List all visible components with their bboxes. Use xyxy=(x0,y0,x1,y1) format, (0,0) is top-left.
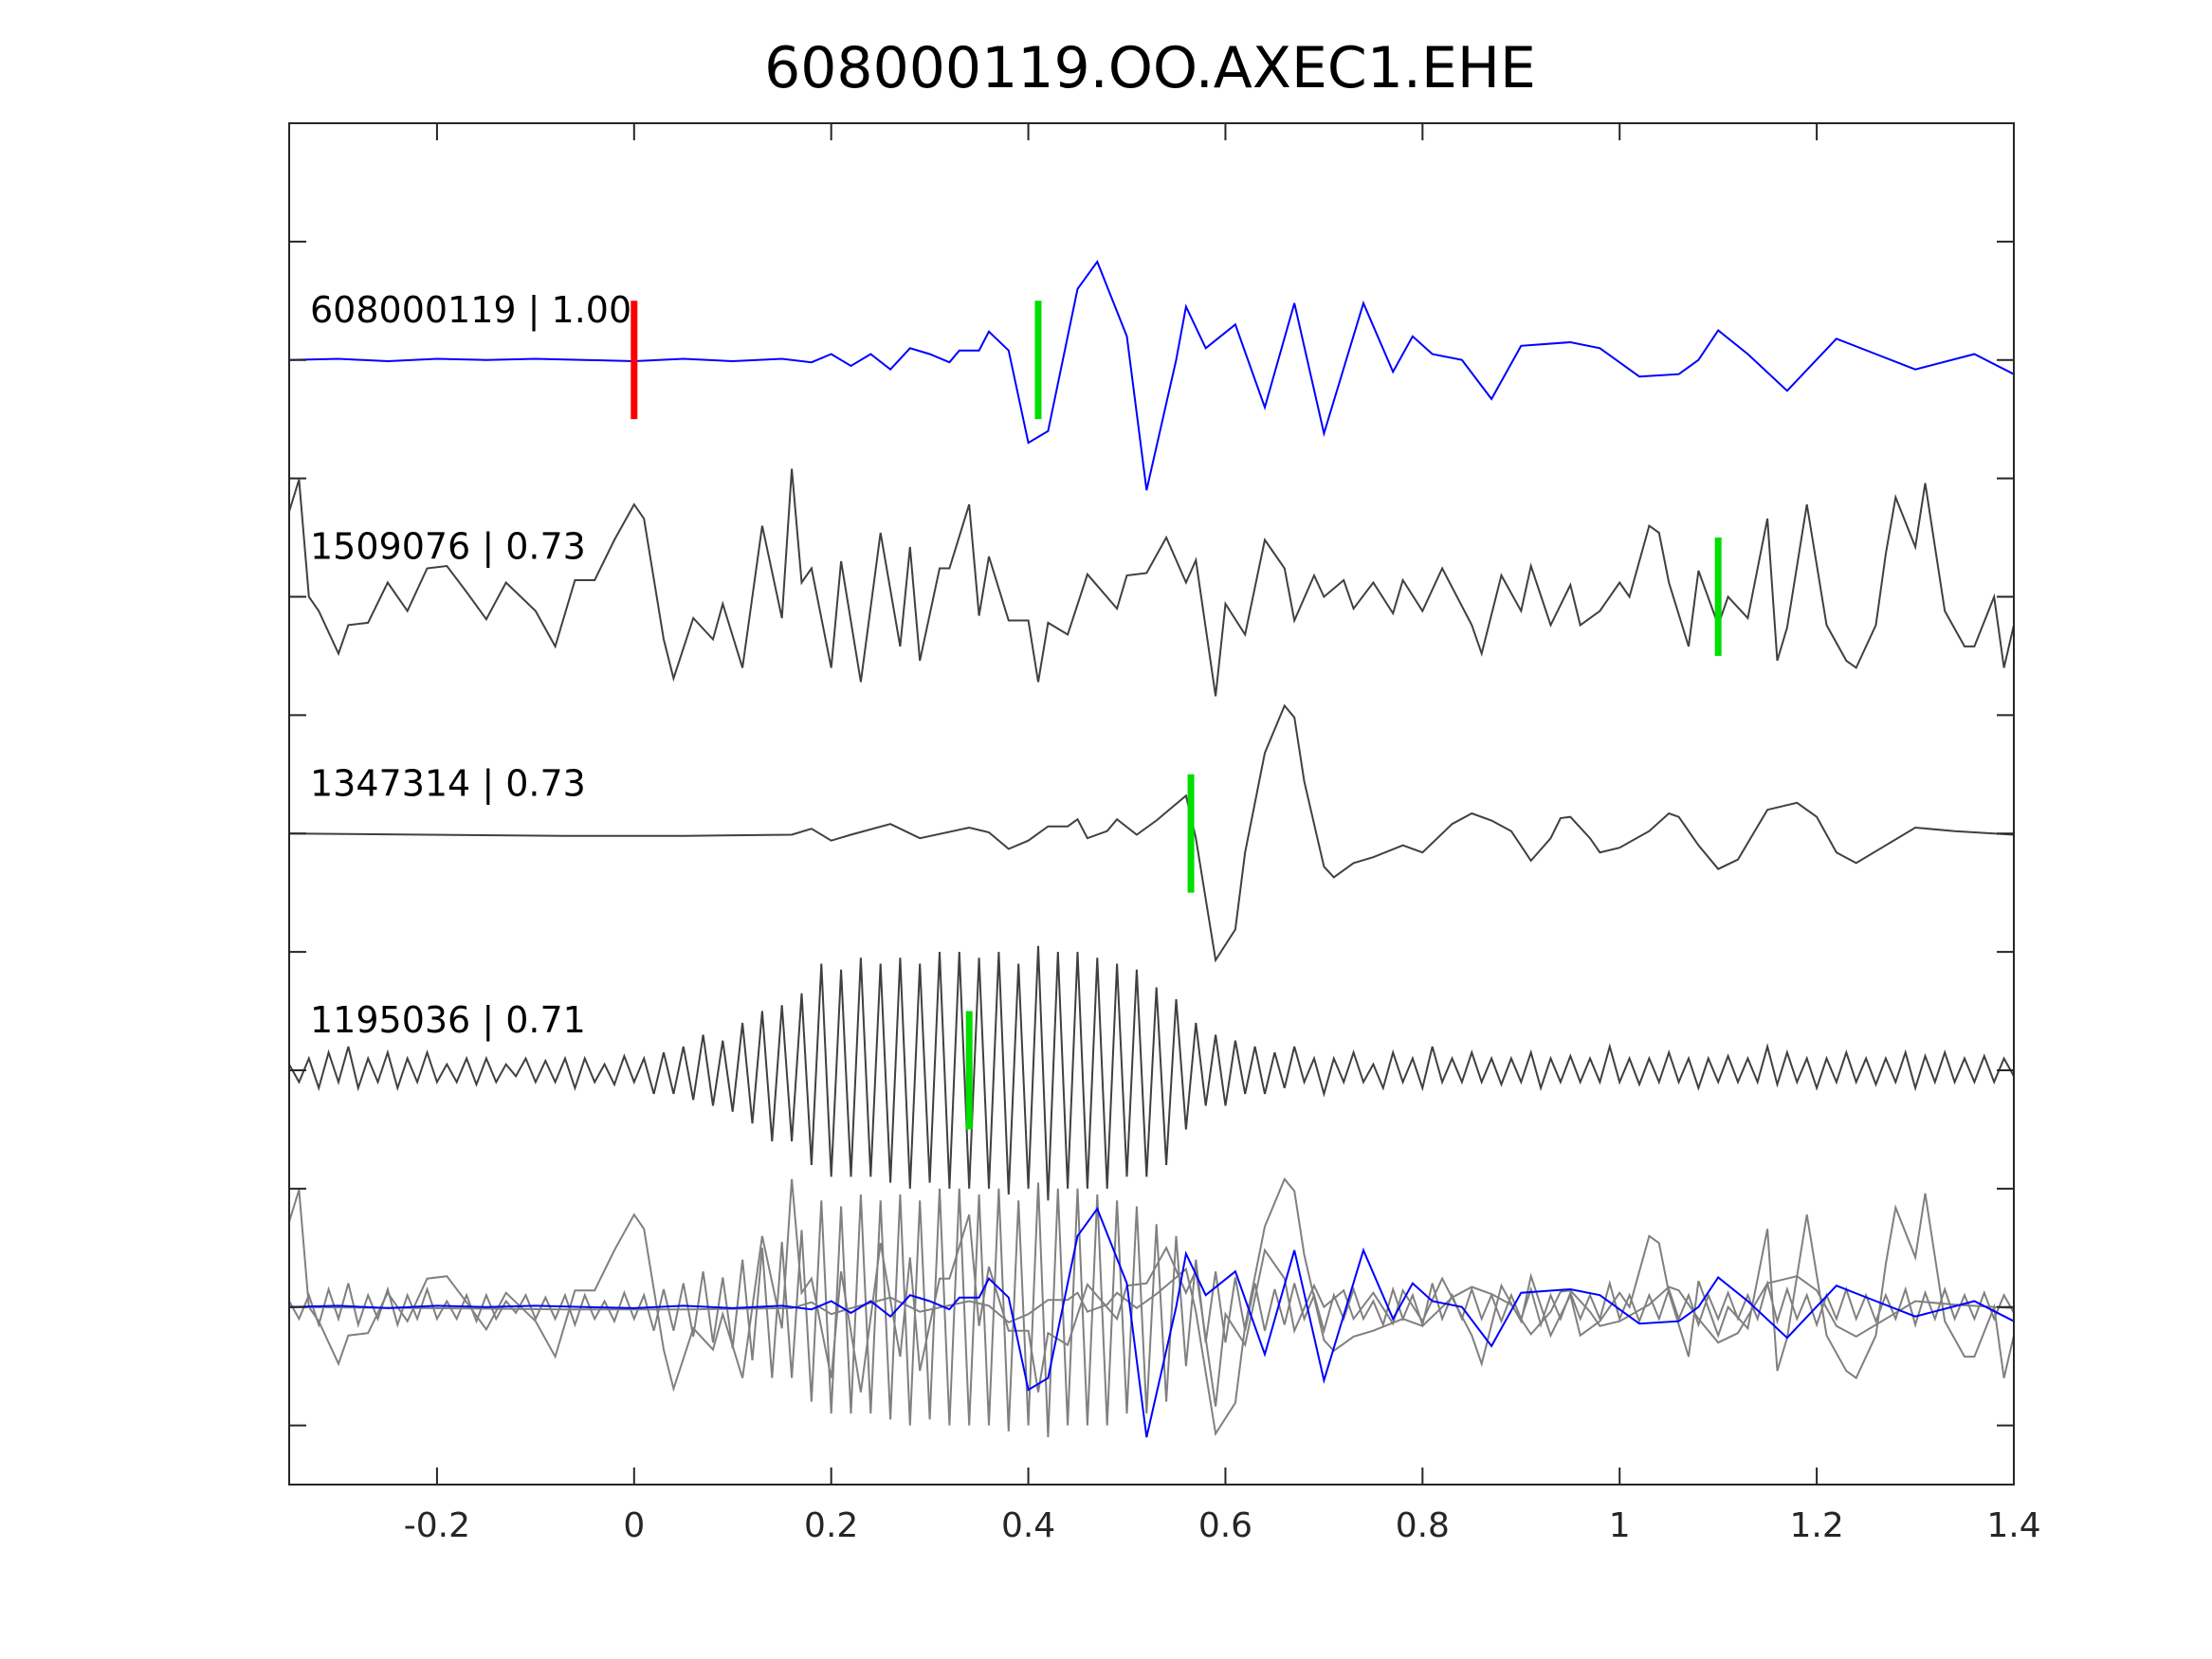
plot-frame xyxy=(288,122,2015,1486)
x-tick-label: 0.8 xyxy=(1396,1506,1450,1545)
trace-608000119 xyxy=(288,260,2015,491)
trace-label-1509076: 1509076 | 0.73 xyxy=(310,526,586,569)
picks-layer xyxy=(631,301,1722,1130)
x-tick-label: 1 xyxy=(1609,1506,1631,1545)
trace-labels-layer: 608000119 | 1.00 1509076 | 0.73 1347314 | … xyxy=(310,289,631,1042)
x-tick-label: 1.4 xyxy=(1986,1506,2040,1545)
stack-trace-608000119 xyxy=(288,1207,2015,1438)
trace-label-1347314: 1347314 | 0.73 xyxy=(310,762,586,805)
x-tick-label: 0.2 xyxy=(804,1506,858,1545)
x-tick-label: 1.2 xyxy=(1789,1506,1843,1545)
traces-layer xyxy=(288,260,2015,1438)
trace-label-1195036: 1195036 | 0.71 xyxy=(310,999,586,1042)
trace-1195036 xyxy=(288,945,2015,1201)
trace-1347314 xyxy=(288,703,2015,963)
trace-1509076 xyxy=(288,468,2015,697)
stack-trace-1195036 xyxy=(288,1182,2015,1438)
x-tick-label: 0.4 xyxy=(1001,1506,1055,1545)
x-tick-label: -0.2 xyxy=(404,1506,470,1545)
stack-trace-1509076 xyxy=(288,1178,2015,1407)
trace-label-608000119: 608000119 | 1.00 xyxy=(310,289,631,332)
chart-title: 608000119.OO.AXEC1.EHE xyxy=(764,35,1536,101)
x-tick-label: 0 xyxy=(623,1506,645,1545)
axes-layer: -0.2 0 0.2 0.4 0.6 0.8 1 1.2 1.4 xyxy=(288,122,2041,1545)
x-tick-label: 0.6 xyxy=(1198,1506,1252,1545)
